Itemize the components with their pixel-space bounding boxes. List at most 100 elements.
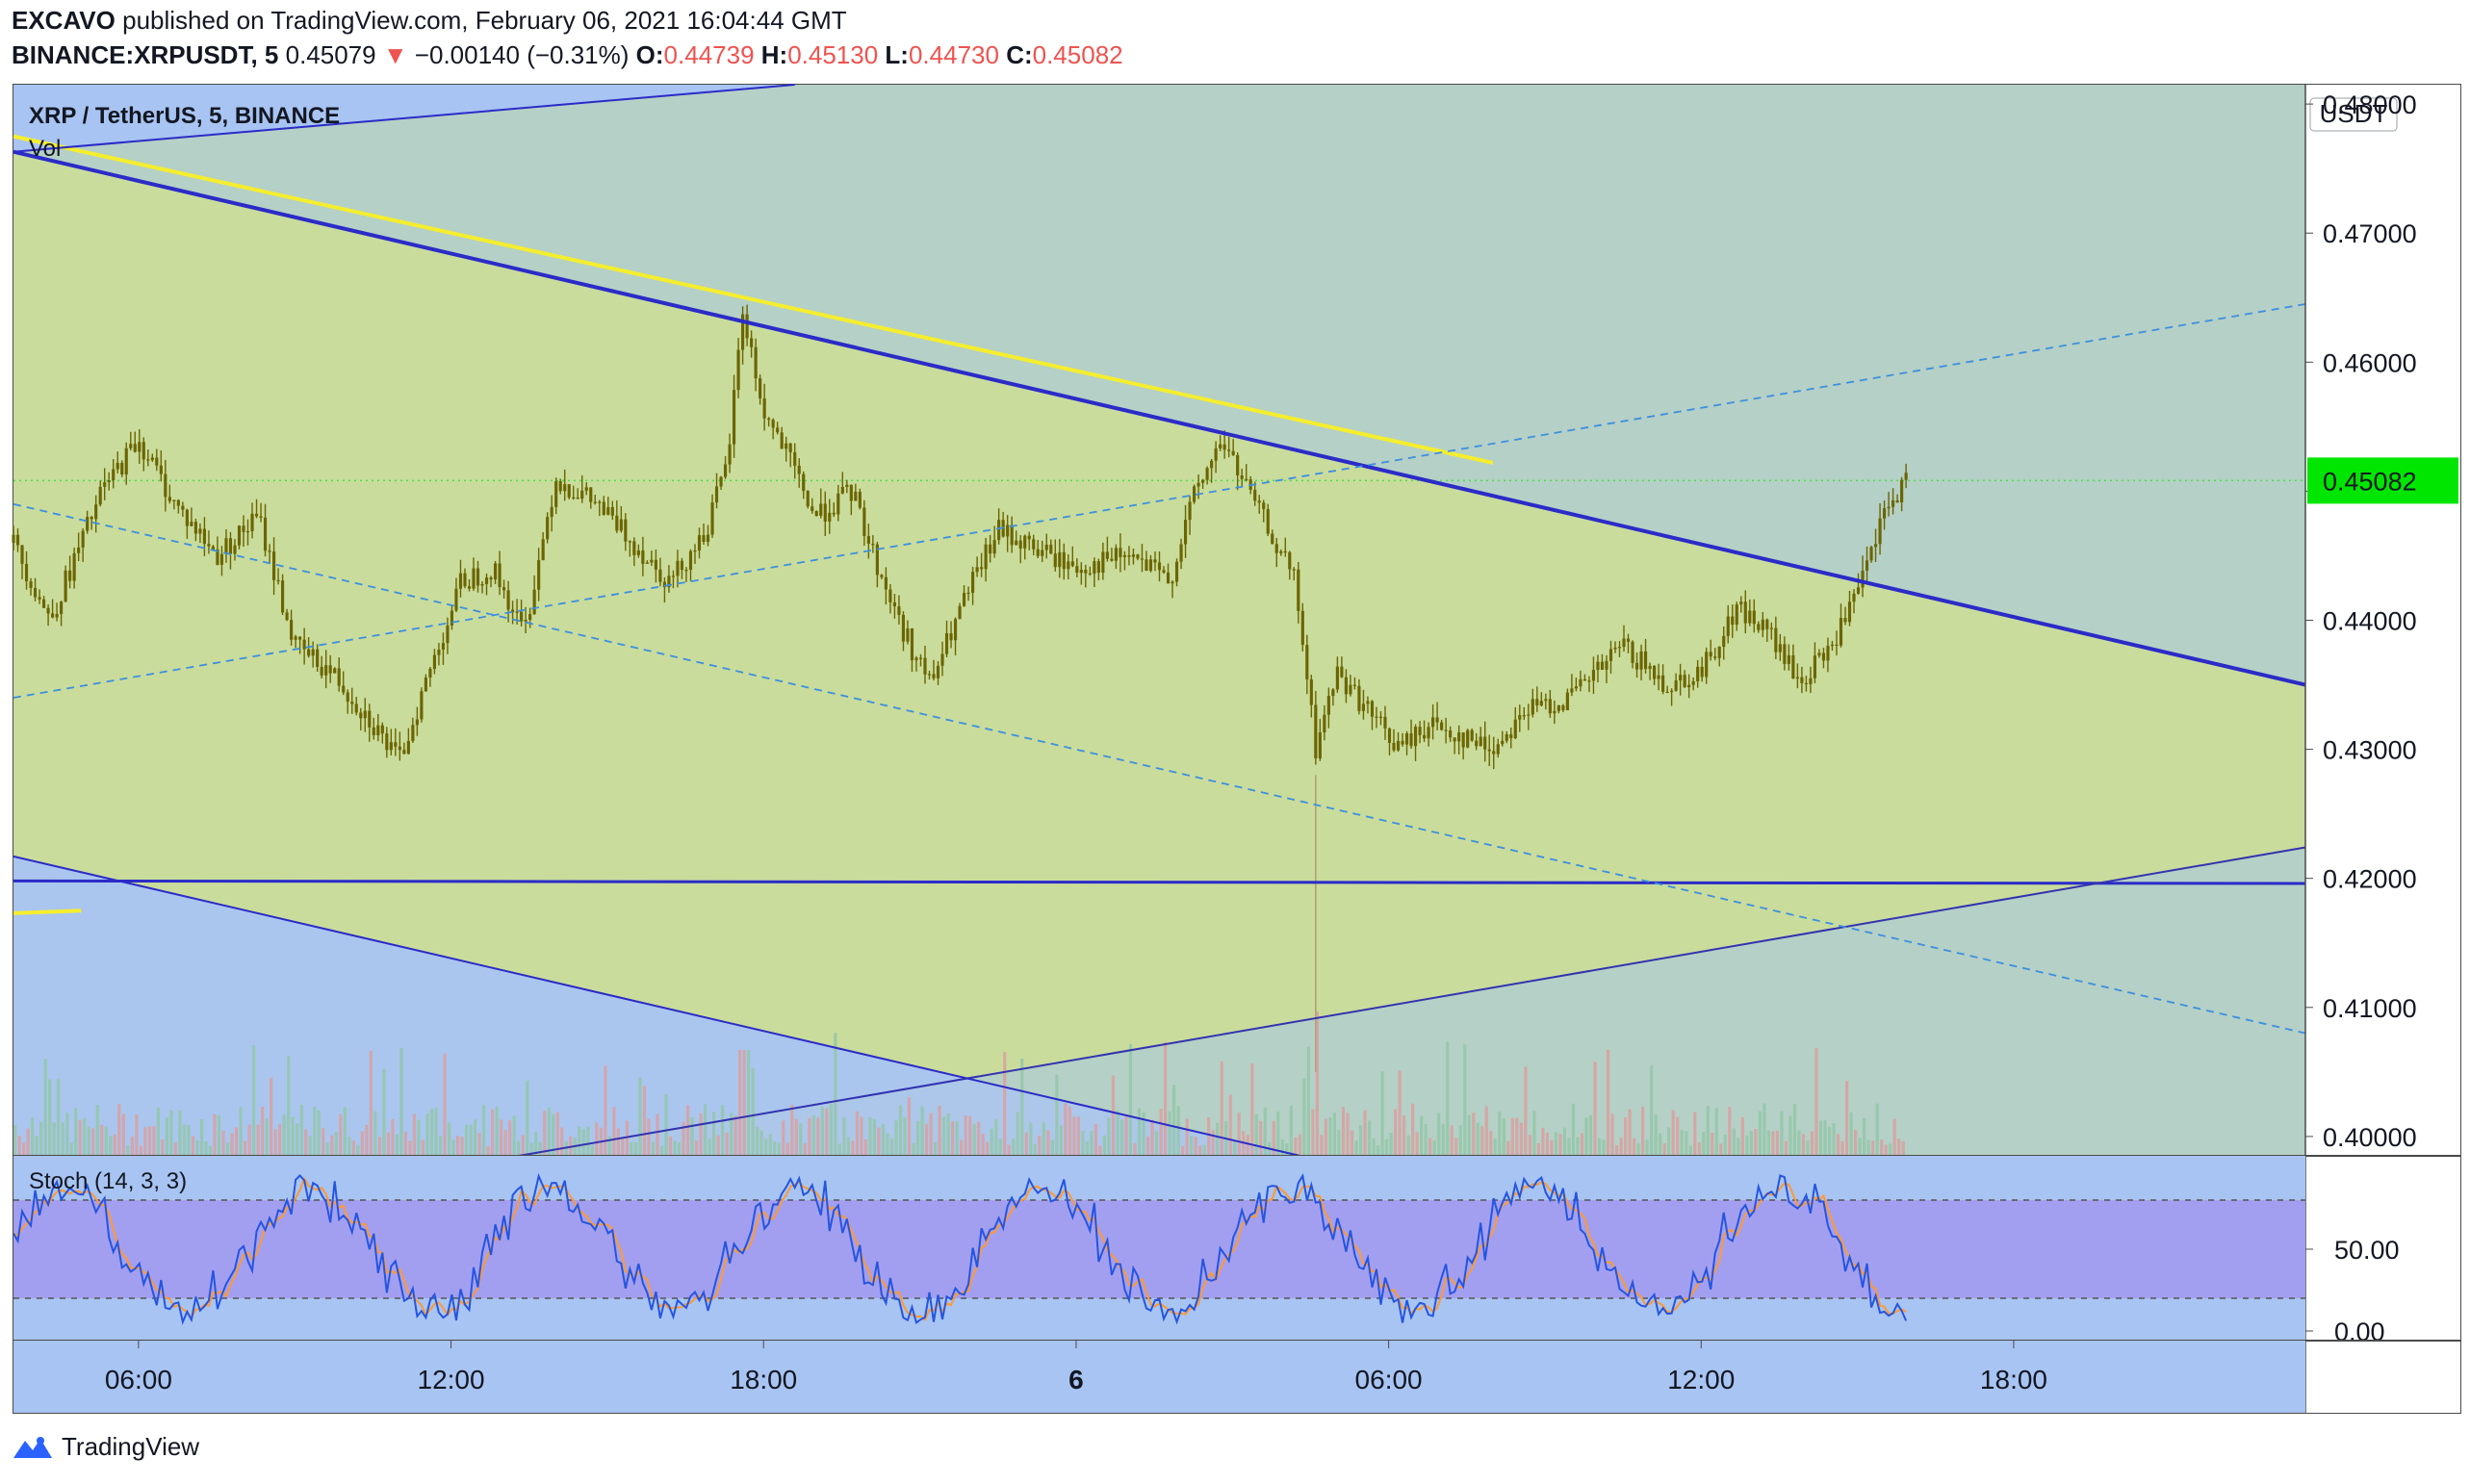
volume-bar — [299, 1104, 303, 1156]
volume-bar — [195, 1139, 199, 1156]
volume-bar — [425, 1113, 429, 1156]
volume-bar — [500, 1119, 503, 1156]
volume-bar — [677, 1141, 682, 1156]
volume-bar — [117, 1104, 121, 1156]
volume-bar — [1562, 1127, 1567, 1156]
volume-bar — [1766, 1130, 1770, 1156]
volume-bar — [868, 1116, 872, 1156]
candle-body — [1492, 751, 1496, 755]
candle-body — [1266, 509, 1270, 534]
volume-bar — [1901, 1141, 1905, 1156]
volume-bar — [360, 1131, 364, 1156]
candle-body — [1423, 734, 1427, 739]
symbol-label[interactable]: BINANCE:XRPUSDT, 5 — [12, 40, 279, 69]
volume-bar — [1606, 1049, 1610, 1156]
volume-bar — [1133, 1142, 1137, 1156]
volume-bar — [721, 1105, 725, 1156]
candle-body — [667, 576, 671, 588]
volume-bar — [1545, 1133, 1549, 1156]
candle-body — [1457, 732, 1461, 742]
candle-body — [1352, 684, 1357, 686]
volume-bar — [1033, 1143, 1037, 1156]
candle-body — [654, 559, 657, 570]
volume-bar — [1480, 1126, 1484, 1156]
tradingview-logo-icon[interactable] — [12, 1435, 54, 1460]
volume-bar — [994, 1118, 998, 1156]
yellow-resistance — [13, 134, 1494, 465]
candle-body — [333, 668, 337, 674]
dashed-rising — [13, 303, 2306, 699]
volume-bar — [399, 1047, 403, 1156]
candle-body — [146, 459, 150, 461]
candle-body — [116, 462, 119, 470]
volume-bar — [1541, 1127, 1545, 1156]
volume-bar — [178, 1110, 182, 1156]
candle-body — [112, 469, 116, 481]
volume-bar — [1042, 1122, 1045, 1156]
volume-bar — [682, 1121, 685, 1156]
volume-bar — [1528, 1135, 1531, 1156]
candle-body — [1444, 729, 1448, 731]
candle-body — [1387, 729, 1392, 743]
candle-body — [624, 519, 628, 542]
candle-body — [984, 544, 988, 570]
volume-bar — [322, 1128, 325, 1156]
candle-body — [1865, 560, 1869, 571]
volume-bar — [1889, 1143, 1892, 1156]
candle-body — [1869, 547, 1873, 561]
volume-bar — [742, 1050, 746, 1156]
candle-body — [441, 643, 446, 650]
candle-body — [1174, 561, 1179, 582]
candle-body — [1544, 699, 1548, 702]
volume-bar — [690, 1117, 694, 1156]
candle-body — [1023, 535, 1027, 549]
candle-body — [780, 432, 784, 449]
volume-bar — [369, 1050, 373, 1156]
candle-body — [1847, 601, 1852, 623]
current-price-label: 0.45082 — [2323, 467, 2417, 496]
candle-body — [840, 486, 844, 494]
volume-bar — [1246, 1135, 1249, 1156]
author-name[interactable]: EXCAVO — [12, 6, 116, 35]
candle-body — [94, 504, 98, 520]
volume-bar — [482, 1104, 486, 1156]
volume-bar — [725, 1132, 729, 1156]
candle-body — [1105, 551, 1109, 559]
candle-body — [1140, 558, 1145, 560]
candle-body — [1070, 561, 1074, 567]
volume-bar — [17, 1136, 21, 1156]
volume-bar — [1897, 1139, 1901, 1156]
volume-bar — [343, 1107, 347, 1156]
candle-body — [680, 560, 684, 571]
candle-body — [1157, 562, 1162, 571]
candle-body — [1340, 666, 1344, 678]
candle-body — [120, 462, 124, 475]
stoch-legend: Stoch (14, 3, 3) — [29, 1168, 187, 1194]
ascending-support — [518, 846, 2306, 1157]
volume-bar — [851, 1140, 855, 1156]
candle-body — [454, 588, 458, 611]
brand-name[interactable]: TradingView — [62, 1432, 200, 1461]
price-tick-label: 0.42000 — [2323, 865, 2417, 894]
candle-body — [1731, 616, 1735, 625]
volume-bar — [1814, 1048, 1818, 1156]
candle-body — [875, 544, 879, 576]
time-tick-label: 18:00 — [1980, 1365, 2047, 1394]
volume-bar — [1207, 1116, 1211, 1156]
volume-bar — [733, 1115, 737, 1156]
volume-bar — [877, 1127, 881, 1156]
candle-body — [688, 550, 693, 571]
candle-body — [1435, 717, 1439, 723]
candle-body — [1587, 680, 1591, 682]
volume-bar — [894, 1120, 898, 1156]
volume-bar — [881, 1123, 886, 1156]
candle-body — [489, 577, 493, 580]
candle-body — [1062, 551, 1066, 570]
zone-green — [13, 151, 2305, 1157]
volume-bar — [1128, 1043, 1133, 1156]
volume-bar — [1801, 1134, 1806, 1156]
candle-body — [1331, 689, 1335, 697]
volume-bar — [751, 1067, 755, 1156]
candle-body — [1114, 548, 1118, 561]
